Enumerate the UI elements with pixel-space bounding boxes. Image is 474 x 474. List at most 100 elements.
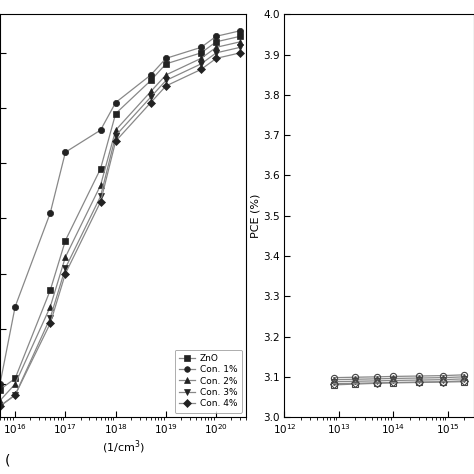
Con. 3% — [213, 50, 219, 56]
Con. 2% — [0, 398, 3, 403]
Con. 2% — [163, 72, 169, 78]
Con. 3% — [163, 78, 169, 83]
Con. 4% — [0, 403, 3, 409]
Con. 3% — [198, 61, 204, 67]
Line: ZnO: ZnO — [330, 379, 467, 388]
Con. 1% — [353, 374, 358, 380]
ZnO — [198, 50, 204, 56]
ZnO — [331, 382, 337, 388]
Line: Con. 4%: Con. 4% — [0, 50, 243, 409]
Con. 1% — [237, 28, 243, 34]
Con. 4% — [417, 379, 422, 385]
Con. 1% — [148, 72, 154, 78]
Con. 4% — [440, 379, 446, 384]
Con. 2% — [148, 89, 154, 94]
Con. 4% — [12, 392, 18, 398]
ZnO — [0, 387, 3, 392]
Con. 1% — [391, 374, 396, 379]
Line: Con. 2%: Con. 2% — [330, 374, 467, 383]
ZnO — [213, 39, 219, 45]
Con. 2% — [391, 375, 396, 381]
Con. 4% — [374, 380, 380, 386]
Con. 3% — [331, 379, 337, 384]
ZnO — [417, 380, 422, 385]
Con. 4% — [198, 66, 204, 72]
Con. 1% — [163, 55, 169, 61]
Con. 4% — [163, 83, 169, 89]
Line: Con. 1%: Con. 1% — [330, 372, 467, 381]
Con. 3% — [374, 378, 380, 383]
Con. 4% — [237, 50, 243, 56]
Con. 3% — [353, 378, 358, 384]
Con. 1% — [47, 210, 53, 216]
Con. 2% — [198, 55, 204, 61]
Text: (: ( — [5, 454, 10, 467]
Con. 2% — [237, 39, 243, 45]
ZnO — [440, 379, 446, 385]
Con. 2% — [353, 376, 358, 382]
ZnO — [148, 78, 154, 83]
Con. 1% — [0, 381, 3, 387]
ZnO — [98, 166, 103, 172]
Con. 2% — [440, 375, 446, 381]
Con. 1% — [98, 128, 103, 133]
Con. 4% — [113, 138, 118, 144]
ZnO — [391, 380, 396, 386]
ZnO — [462, 379, 467, 384]
Con. 4% — [391, 380, 396, 385]
Con. 2% — [462, 374, 467, 380]
ZnO — [113, 111, 118, 117]
Con. 3% — [440, 377, 446, 383]
Line: Con. 4%: Con. 4% — [330, 378, 467, 387]
Con. 3% — [63, 265, 68, 271]
Con. 2% — [374, 376, 380, 382]
ZnO — [163, 61, 169, 67]
Con. 1% — [63, 149, 68, 155]
Con. 1% — [12, 304, 18, 310]
Con. 1% — [462, 372, 467, 378]
Con. 3% — [237, 45, 243, 50]
Con. 2% — [331, 377, 337, 383]
ZnO — [374, 381, 380, 386]
Con. 4% — [47, 320, 53, 326]
Con. 2% — [47, 304, 53, 310]
Con. 3% — [12, 392, 18, 398]
Con. 3% — [391, 378, 396, 383]
Con. 4% — [331, 381, 337, 386]
Con. 1% — [374, 374, 380, 380]
Con. 1% — [213, 34, 219, 39]
Con. 3% — [0, 403, 3, 409]
Con. 1% — [440, 373, 446, 378]
Con. 3% — [148, 94, 154, 100]
X-axis label: (1/cm$^3$): (1/cm$^3$) — [102, 438, 145, 456]
Con. 4% — [63, 271, 68, 276]
Line: Con. 1%: Con. 1% — [0, 27, 243, 387]
Con. 2% — [113, 128, 118, 133]
ZnO — [12, 375, 18, 381]
Con. 2% — [417, 375, 422, 381]
Line: Con. 3%: Con. 3% — [330, 376, 467, 385]
ZnO — [237, 34, 243, 39]
Con. 4% — [148, 100, 154, 105]
Con. 2% — [98, 182, 103, 188]
ZnO — [63, 237, 68, 243]
Con. 2% — [63, 254, 68, 260]
Con. 2% — [213, 45, 219, 50]
Con. 3% — [98, 193, 103, 199]
Con. 4% — [353, 381, 358, 386]
Con. 3% — [462, 376, 467, 382]
Con. 3% — [47, 315, 53, 320]
Con. 1% — [331, 375, 337, 381]
Con. 4% — [462, 378, 467, 383]
Con. 3% — [113, 133, 118, 138]
Line: Con. 2%: Con. 2% — [0, 39, 243, 404]
Con. 1% — [113, 100, 118, 105]
Con. 3% — [417, 377, 422, 383]
ZnO — [47, 287, 53, 293]
Y-axis label: PCE (%): PCE (%) — [250, 193, 260, 238]
ZnO — [353, 381, 358, 387]
Con. 1% — [198, 45, 204, 50]
Con. 4% — [213, 55, 219, 61]
Con. 4% — [98, 199, 103, 205]
Con. 1% — [417, 373, 422, 379]
